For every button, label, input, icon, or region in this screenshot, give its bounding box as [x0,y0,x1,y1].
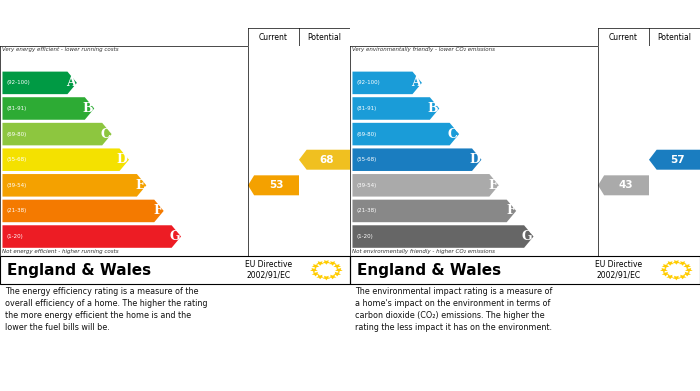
Polygon shape [353,123,459,145]
Polygon shape [3,200,164,222]
Polygon shape [683,264,691,269]
Polygon shape [316,261,324,266]
Text: (92-100): (92-100) [6,81,30,85]
Text: (21-38): (21-38) [6,208,27,213]
Polygon shape [679,275,687,279]
Text: F: F [153,204,162,217]
Polygon shape [312,264,319,269]
Text: EU Directive
2002/91/EC: EU Directive 2002/91/EC [245,260,292,280]
Polygon shape [310,268,318,273]
Polygon shape [3,225,181,248]
Text: (69-80): (69-80) [356,132,377,136]
Polygon shape [685,268,693,273]
Polygon shape [353,174,499,197]
Polygon shape [333,272,341,276]
Text: (69-80): (69-80) [6,132,27,136]
Polygon shape [329,261,337,266]
Text: C: C [448,127,458,141]
Text: E: E [488,179,498,192]
Text: (81-91): (81-91) [6,106,27,111]
Text: (81-91): (81-91) [356,106,377,111]
Polygon shape [299,150,350,170]
Text: Current: Current [259,32,288,41]
Polygon shape [673,276,680,280]
Polygon shape [312,272,319,276]
Text: 43: 43 [619,180,634,190]
Polygon shape [662,272,669,276]
Polygon shape [353,200,516,222]
Polygon shape [3,123,111,145]
Polygon shape [353,72,422,94]
Polygon shape [353,225,533,248]
Polygon shape [666,275,674,279]
Polygon shape [353,149,482,171]
Polygon shape [323,260,330,265]
Text: A: A [411,76,421,90]
Polygon shape [598,175,649,196]
Polygon shape [335,268,343,273]
Text: EU Directive
2002/91/EC: EU Directive 2002/91/EC [595,260,642,280]
Text: The energy efficiency rating is a measure of the
overall efficiency of a home. T: The energy efficiency rating is a measur… [6,287,208,332]
Text: Not energy efficient - higher running costs: Not energy efficient - higher running co… [3,249,119,254]
Text: (39-54): (39-54) [356,183,377,188]
Text: Energy Efficiency Rating: Energy Efficiency Rating [6,7,168,20]
Text: C: C [100,127,111,141]
Text: E: E [136,179,145,192]
Polygon shape [679,261,687,266]
Text: A: A [66,76,76,90]
Text: Very environmentally friendly - lower CO₂ emissions: Very environmentally friendly - lower CO… [353,47,496,52]
Polygon shape [353,97,440,120]
Text: Not environmentally friendly - higher CO₂ emissions: Not environmentally friendly - higher CO… [353,249,496,254]
Text: (1-20): (1-20) [356,234,373,239]
Text: B: B [83,102,93,115]
Polygon shape [666,261,674,266]
Text: 53: 53 [269,180,284,190]
Polygon shape [3,97,94,120]
Text: Very energy efficient - lower running costs: Very energy efficient - lower running co… [3,47,119,52]
Text: 57: 57 [670,155,685,165]
Text: The environmental impact rating is a measure of
a home's impact on the environme: The environmental impact rating is a mea… [355,287,552,332]
Polygon shape [673,260,680,265]
Polygon shape [329,275,337,279]
Polygon shape [333,264,341,269]
Text: (92-100): (92-100) [356,81,380,85]
Text: G: G [169,230,180,243]
Text: D: D [469,153,480,166]
Text: G: G [522,230,532,243]
Text: Potential: Potential [307,32,342,41]
Polygon shape [323,276,330,280]
Polygon shape [662,264,669,269]
Text: (1-20): (1-20) [6,234,23,239]
Text: 68: 68 [320,155,335,165]
Polygon shape [660,268,668,273]
Polygon shape [3,72,77,94]
Polygon shape [649,150,700,170]
Polygon shape [316,275,324,279]
Text: England & Wales: England & Wales [7,262,151,278]
Text: Potential: Potential [657,32,692,41]
Text: Environmental Impact (CO₂) Rating: Environmental Impact (CO₂) Rating [355,7,587,20]
Polygon shape [3,149,129,171]
Text: (55-68): (55-68) [6,157,27,162]
Text: B: B [428,102,438,115]
Text: (55-68): (55-68) [356,157,377,162]
Text: F: F [506,204,515,217]
Text: (21-38): (21-38) [356,208,377,213]
Text: (39-54): (39-54) [6,183,27,188]
Polygon shape [248,175,299,196]
Polygon shape [683,272,691,276]
Polygon shape [3,174,146,197]
Text: Current: Current [609,32,638,41]
Text: England & Wales: England & Wales [357,262,501,278]
Text: D: D [117,153,127,166]
